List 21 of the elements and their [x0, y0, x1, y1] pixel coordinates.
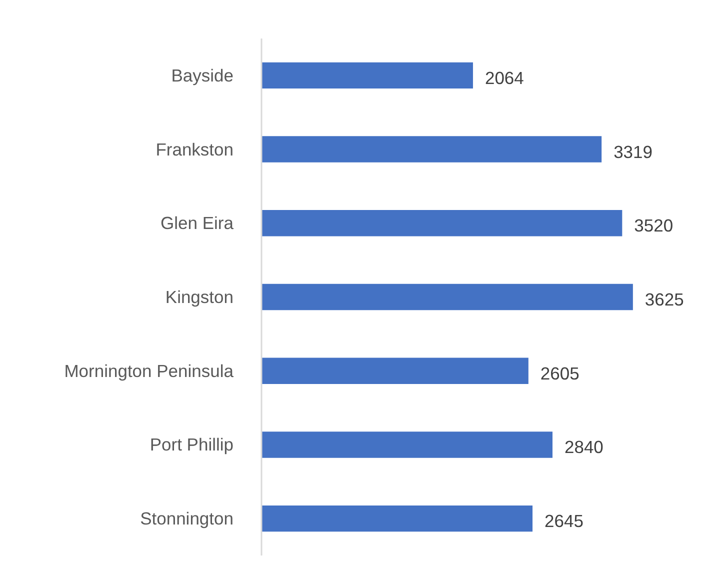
bar [262, 505, 533, 532]
bar [262, 62, 473, 89]
data-label: 3520 [634, 216, 674, 236]
bar [262, 284, 633, 310]
data-label: 3319 [614, 142, 653, 162]
data-label: 2064 [484, 68, 524, 88]
data-label: 2645 [544, 511, 584, 532]
bar [262, 358, 528, 384]
bar [262, 210, 622, 236]
data-label: 2840 [564, 437, 604, 458]
bar [262, 136, 602, 162]
y-tick-label: Bayside [171, 65, 234, 86]
bar [262, 432, 552, 458]
y-tick-label: Mornington Peninsula [64, 360, 234, 381]
y-tick-label: Frankston [156, 139, 234, 160]
data-label: 3625 [644, 290, 684, 310]
y-tick-label: Port Phillip [150, 434, 234, 455]
y-tick-label: Kingston [165, 287, 234, 307]
y-tick-label: Stonnington [140, 508, 234, 529]
y-tick-label: Glen Eira [160, 213, 234, 234]
data-label: 2605 [540, 363, 580, 384]
